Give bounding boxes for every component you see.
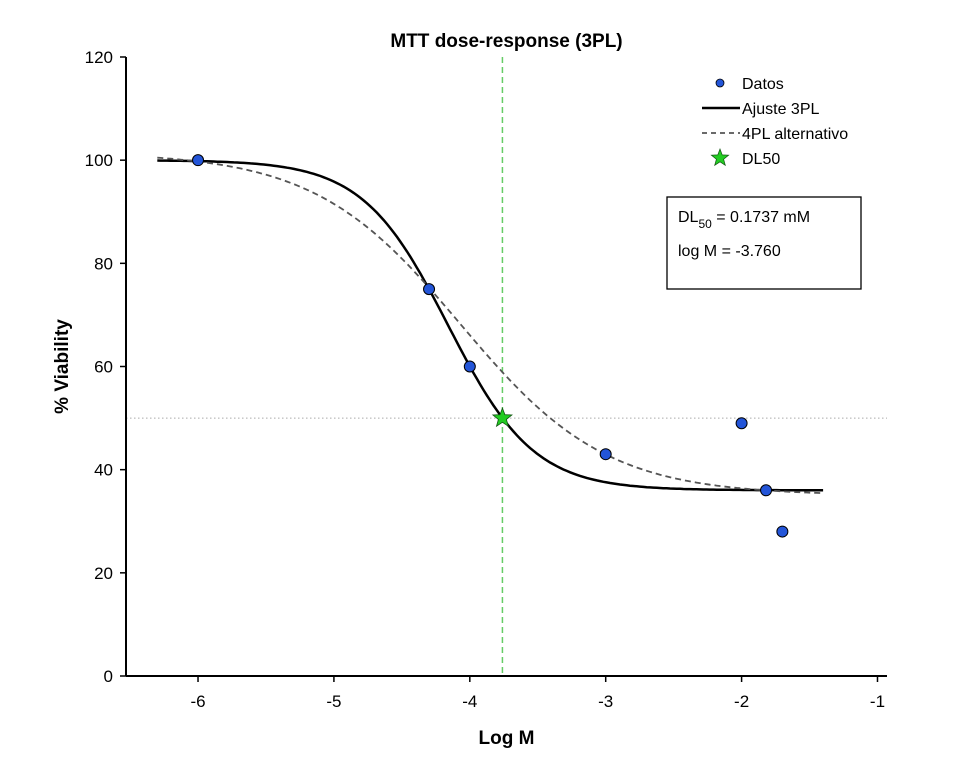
legend-marker-datos bbox=[715, 78, 725, 88]
legend-label: Ajuste 3PL bbox=[742, 101, 819, 118]
x-tick-label: -3 bbox=[598, 692, 613, 711]
y-tick-label: 120 bbox=[85, 48, 113, 67]
chart-title: MTT dose-response (3PL) bbox=[390, 31, 622, 52]
y-axis-label: % Viability bbox=[52, 319, 73, 414]
data-point bbox=[735, 417, 748, 430]
x-axis-label: Log M bbox=[479, 728, 535, 749]
legend-marker-dl50 bbox=[710, 147, 730, 167]
annotation-box bbox=[666, 196, 862, 290]
x-tick-label: -5 bbox=[326, 692, 341, 711]
x-tick-label: -1 bbox=[870, 692, 885, 711]
x-tick-label: -2 bbox=[734, 692, 749, 711]
annotation-logm-value: log M = -3.760 bbox=[678, 243, 781, 260]
fit-curve-4pl bbox=[157, 156, 824, 494]
y-tick-label: 20 bbox=[94, 564, 113, 583]
x-tick-label: -4 bbox=[462, 692, 477, 711]
legend-label: 4PL alternativo bbox=[742, 126, 848, 143]
data-point bbox=[423, 283, 436, 296]
y-tick-label: 100 bbox=[85, 151, 113, 170]
legend-label: Datos bbox=[742, 76, 784, 93]
y-tick-label: 0 bbox=[104, 667, 113, 686]
x-tick-label: -6 bbox=[190, 692, 205, 711]
dl50-star-marker bbox=[491, 406, 513, 428]
data-point bbox=[776, 525, 789, 538]
y-tick-label: 80 bbox=[94, 254, 113, 273]
y-tick-label: 60 bbox=[94, 358, 113, 377]
data-point bbox=[463, 360, 476, 373]
data-point bbox=[760, 484, 773, 497]
y-tick-label: 40 bbox=[94, 461, 113, 480]
legend-label: DL50 bbox=[742, 151, 780, 168]
annotation-dl50-value: DL50 = 0.1737 mM bbox=[678, 209, 810, 231]
data-point bbox=[192, 154, 205, 167]
data-point bbox=[599, 448, 612, 461]
fit-curve-3pl bbox=[157, 159, 824, 492]
